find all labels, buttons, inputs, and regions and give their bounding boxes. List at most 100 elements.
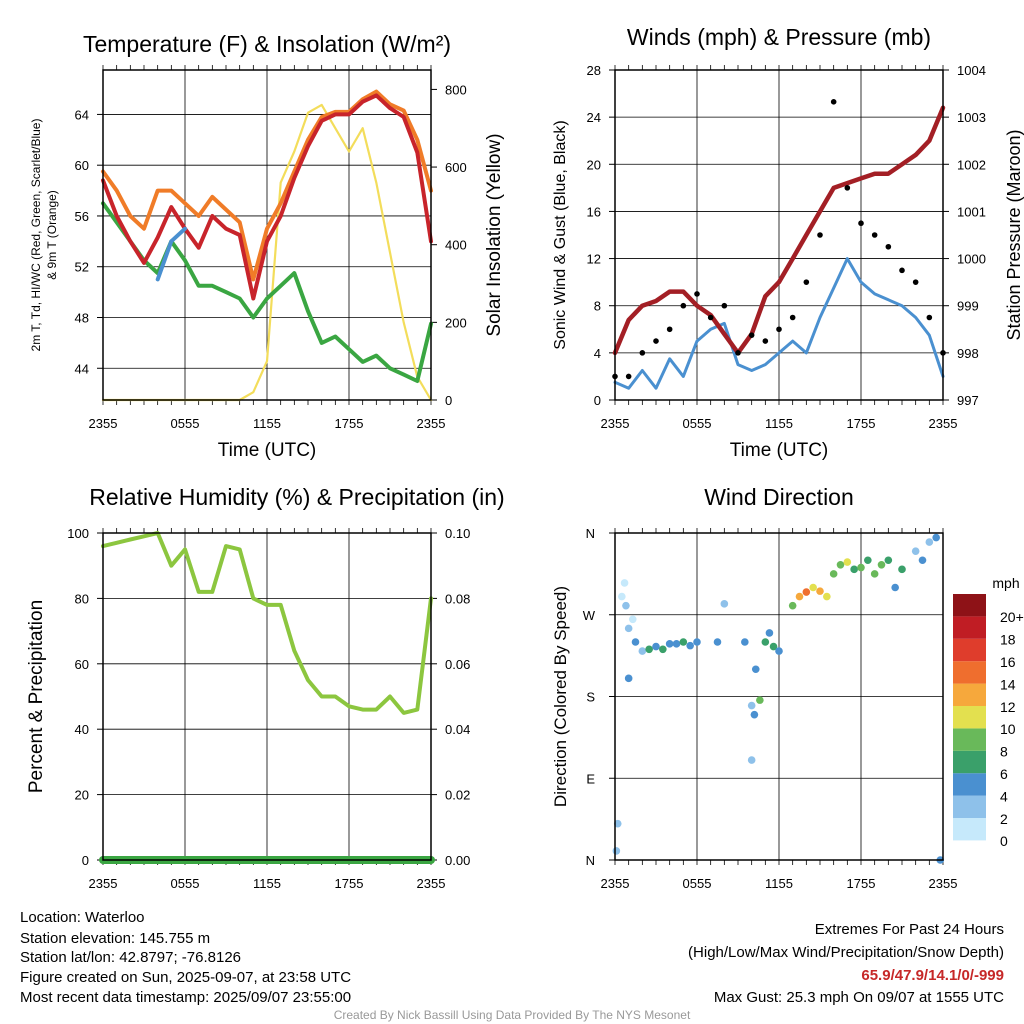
rh-ytick-label: 0 — [82, 853, 89, 868]
temp-series-2m-t — [101, 93, 433, 301]
legend-label: 6 — [1000, 766, 1008, 782]
wind-ytick-right-label: 1002 — [957, 157, 986, 172]
dir-point — [829, 570, 838, 578]
dir-point — [679, 638, 688, 646]
legend-label: 20+ — [1000, 609, 1024, 625]
dir-point — [624, 624, 633, 633]
rh-xtick-label: 0555 — [171, 876, 200, 891]
dir-point — [638, 647, 647, 655]
legend-label: 0 — [1000, 833, 1008, 849]
wind-xtick-label: 2355 — [601, 416, 630, 431]
wind-direction-panel: 2355 0555 1155 1755 2355 N E S W N Wind Direction D… — [551, 484, 957, 891]
rh-xtick-label: 2355 — [89, 876, 118, 891]
wind-gust-point — [625, 373, 632, 380]
legend-title: mph — [992, 575, 1019, 591]
dir-point — [751, 665, 760, 674]
rh-xtick-label: 1155 — [253, 876, 281, 891]
wind-frame — [614, 69, 944, 401]
legend-label: 18 — [1000, 632, 1016, 648]
rh-xtick-label: 1755 — [335, 876, 364, 891]
wind-gust-point — [748, 332, 755, 338]
wind-ytick-label: 8 — [594, 299, 601, 314]
wind-gust-point — [789, 314, 796, 321]
dir-point — [802, 588, 811, 596]
dir-point — [877, 560, 886, 569]
rh-ytick-right-label: 0.02 — [445, 788, 470, 803]
wind-gust-point — [707, 314, 714, 321]
wind-gust-point — [899, 267, 905, 274]
dir-point — [843, 558, 852, 566]
legend-swatch — [953, 638, 986, 662]
wind-xtick-label: 2355 — [929, 416, 958, 431]
dir-ytick-label: N — [586, 853, 595, 868]
humidity-panel: 2355 0555 1155 1755 23550204060801000.000.02… — [26, 484, 505, 891]
rh-title: Relative Humidity (%) & Precipitation (i… — [89, 484, 504, 510]
rh-ytick-label: 80 — [75, 591, 89, 606]
wind-title: Winds (mph) & Pressure (mb) — [627, 24, 931, 50]
legend-label: 8 — [1000, 744, 1008, 760]
footer-recent: Most recent data timestamp: 2025/09/07 2… — [20, 989, 351, 1006]
dir-point — [747, 701, 756, 710]
legend-label: 14 — [1000, 676, 1016, 692]
rh-ytick-label: 100 — [67, 526, 89, 541]
dir-xtick-label: 1755 — [847, 876, 876, 891]
temp-series-td — [101, 201, 433, 383]
wind-ytick-right-label: 1001 — [957, 204, 986, 219]
dir-point — [720, 600, 729, 608]
wind-ytick-label: 12 — [587, 252, 601, 267]
wind-ytick-label: 28 — [587, 63, 601, 78]
temp-ytick-label: 56 — [75, 209, 89, 224]
rh-ytick-right-label: 0.06 — [445, 657, 470, 672]
dir-ytick-label: S — [586, 690, 595, 705]
dir-point — [911, 547, 920, 555]
legend-label: 2 — [1000, 811, 1008, 827]
dir-point — [795, 592, 804, 601]
dir-point — [864, 556, 872, 565]
wind-ytick-label: 24 — [587, 110, 601, 125]
dir-point — [898, 565, 906, 574]
dir-point — [672, 640, 681, 648]
dir-point — [624, 674, 633, 683]
dir-point — [788, 601, 797, 610]
legend-swatch — [953, 594, 986, 617]
dir-frame — [614, 532, 944, 861]
rh-ytick-label: 20 — [75, 788, 89, 803]
legend-label: 10 — [1000, 721, 1016, 737]
wind-series-pressure — [612, 105, 946, 356]
wind-gust-point — [817, 232, 823, 238]
dir-point — [857, 563, 865, 572]
wind-gust-point — [844, 185, 851, 191]
temp-series-hi-wc-blue- — [155, 226, 187, 282]
legend-swatch — [953, 795, 986, 818]
temp-ylabel-left: 2m T, Td, HI/WC (Red, Green, Scarlet/Blu… — [29, 119, 43, 352]
wind-ytick-label: 0 — [594, 393, 601, 408]
temp-ylabel-left-2: & 9m T (Orange) — [45, 190, 59, 280]
legend-swatch — [953, 818, 986, 841]
legend-label: 12 — [1000, 699, 1016, 715]
extremes-title: Extremes For Past 24 Hours — [815, 921, 1004, 938]
wind-ytick-right-label: 998 — [957, 346, 979, 361]
temp-ytick-right-label: 400 — [445, 238, 467, 253]
wind-ylabel-left: Sonic Wind & Gust (Blue, Black) — [552, 120, 569, 349]
dir-ytick-label: W — [583, 608, 596, 623]
extremes-subtitle: (High/Low/Max Wind/Precipitation/Snow De… — [688, 944, 1004, 961]
wind-xlabel: Time (UTC) — [730, 440, 829, 461]
temperature-panel: 2355 0555 1155 1755 2355 44 48 52 56 60 64 0 200 400 6… — [29, 31, 505, 461]
wind-gust-point — [666, 326, 673, 333]
dir-xtick-label: 2355 — [929, 876, 958, 891]
rh-ytick-right-label: 0.10 — [445, 526, 470, 541]
dir-xtick-label: 0555 — [683, 876, 712, 891]
wind-xtick-label: 0555 — [683, 416, 712, 431]
legend-swatch — [953, 616, 986, 639]
dir-point — [765, 629, 774, 637]
temp-ylabel-right: Solar Insolation (Yellow) — [484, 133, 505, 336]
rh-ytick-right-label: 0.08 — [445, 591, 470, 606]
dir-point — [932, 533, 940, 542]
rh-ylabel-left: Percent & Precipitation — [26, 600, 47, 793]
wind-ytick-right-label: 999 — [957, 299, 979, 314]
footer-latlon: Station lat/lon: 42.8797; -76.8126 — [20, 949, 241, 966]
wind-gust-point — [680, 302, 687, 309]
dir-point — [612, 847, 621, 855]
temp-frame — [102, 69, 432, 401]
wind-gust-point — [912, 279, 919, 285]
